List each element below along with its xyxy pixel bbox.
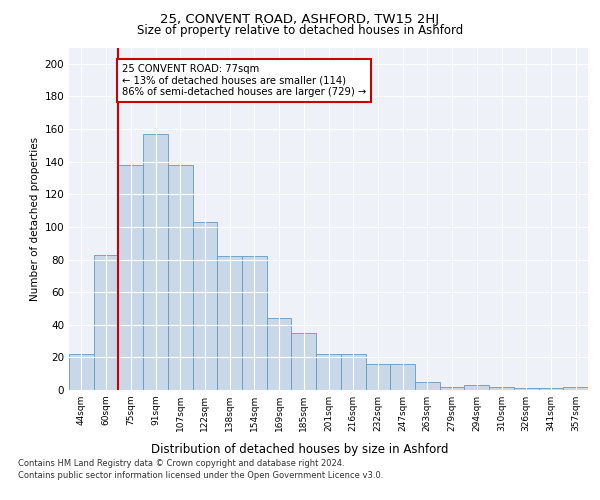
Bar xyxy=(242,256,267,390)
Bar xyxy=(489,386,514,390)
Bar xyxy=(415,382,440,390)
Text: 25, CONVENT ROAD, ASHFORD, TW15 2HJ: 25, CONVENT ROAD, ASHFORD, TW15 2HJ xyxy=(160,12,440,26)
Text: Contains HM Land Registry data © Crown copyright and database right 2024.: Contains HM Land Registry data © Crown c… xyxy=(18,458,344,468)
Bar xyxy=(94,254,118,390)
Text: 25 CONVENT ROAD: 77sqm
← 13% of detached houses are smaller (114)
86% of semi-de: 25 CONVENT ROAD: 77sqm ← 13% of detached… xyxy=(122,64,367,97)
Bar xyxy=(267,318,292,390)
Bar xyxy=(168,165,193,390)
Text: Contains public sector information licensed under the Open Government Licence v3: Contains public sector information licen… xyxy=(18,471,383,480)
Bar xyxy=(292,333,316,390)
Bar xyxy=(390,364,415,390)
Bar xyxy=(365,364,390,390)
Bar xyxy=(69,354,94,390)
Text: Distribution of detached houses by size in Ashford: Distribution of detached houses by size … xyxy=(151,442,449,456)
Bar xyxy=(514,388,539,390)
Bar xyxy=(539,388,563,390)
Bar xyxy=(440,386,464,390)
Bar xyxy=(464,385,489,390)
Text: Size of property relative to detached houses in Ashford: Size of property relative to detached ho… xyxy=(137,24,463,37)
Bar xyxy=(193,222,217,390)
Bar xyxy=(143,134,168,390)
Bar xyxy=(341,354,365,390)
Bar xyxy=(118,165,143,390)
Bar xyxy=(563,386,588,390)
Bar xyxy=(316,354,341,390)
Bar xyxy=(217,256,242,390)
Y-axis label: Number of detached properties: Number of detached properties xyxy=(30,136,40,301)
